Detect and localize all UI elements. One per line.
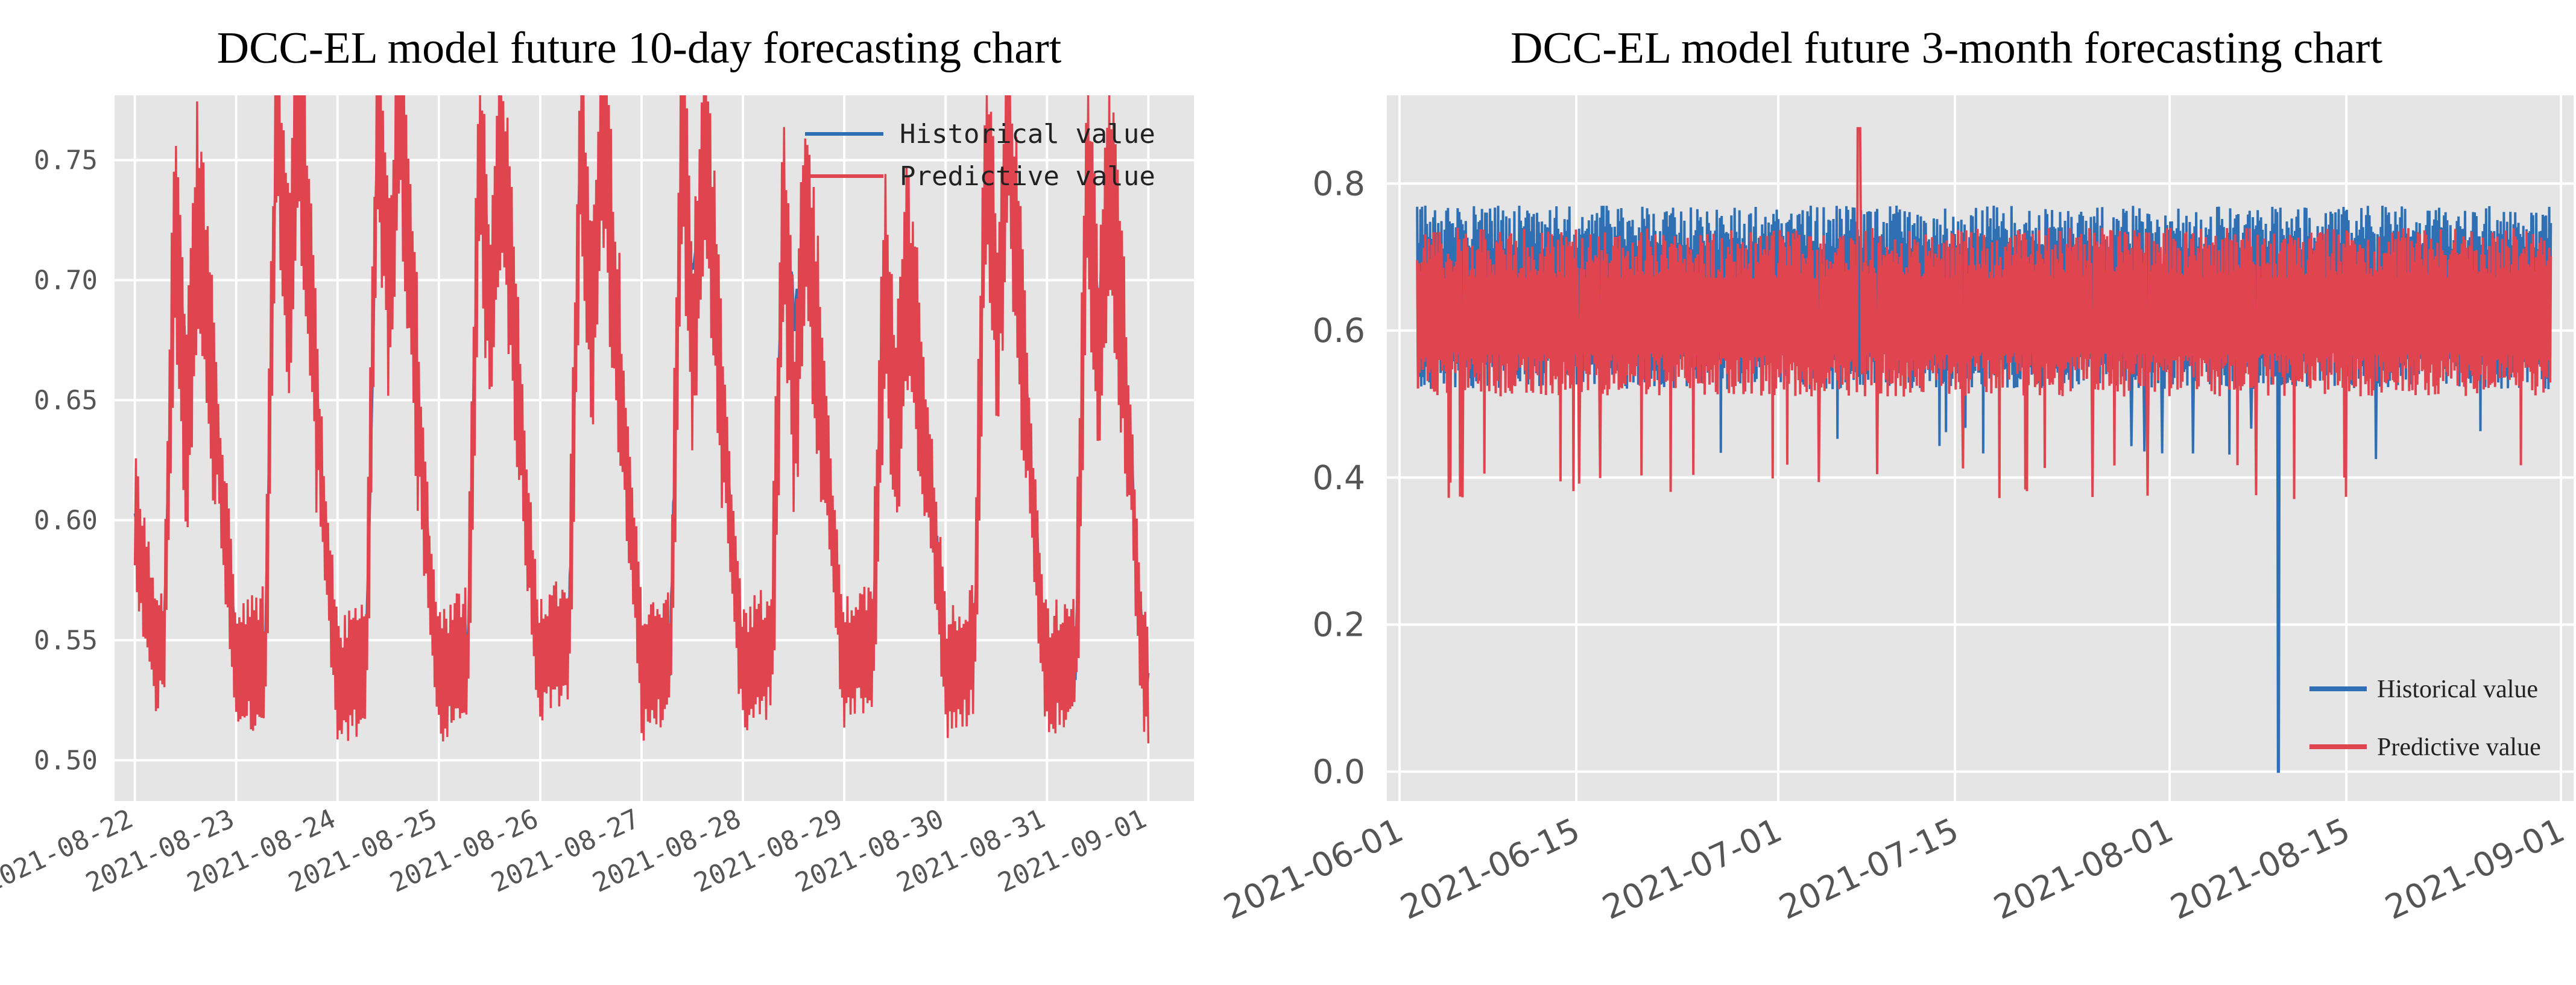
y-tick-label: 0.70 (34, 265, 98, 296)
chart-title: DCC-EL model future 10-day forecasting c… (217, 24, 1062, 73)
predictive-series (133, 95, 1150, 744)
legend-historical-label: Historical value (2377, 676, 2538, 703)
predictive-line (133, 95, 1150, 744)
predictive-series (1416, 127, 2552, 499)
chart-3-month: DCC-EL model future 3-month forecasting … (1218, 24, 2574, 927)
predictive-line (1416, 127, 2552, 499)
x-tick-label: 2021-07-15 (1773, 811, 1965, 927)
y-tick-label: 0.4 (1313, 458, 1365, 497)
y-tick-label: 0.6 (1313, 311, 1365, 350)
legend: Historical value Predictive value (805, 119, 1155, 192)
x-tick-label: 2021-08-01 (1988, 811, 2179, 927)
y-tick-label: 0.60 (34, 505, 98, 536)
y-tick-label: 0.2 (1313, 606, 1365, 644)
grid (1387, 95, 2574, 801)
x-tick-label: 2021-08-15 (2165, 811, 2356, 927)
y-tick-label: 0.50 (34, 745, 98, 776)
y-tick-label: 0.65 (34, 385, 98, 416)
chart-10-day: DCC-EL model future 10-day forecasting c… (0, 24, 1194, 899)
y-tick-label: 0.0 (1313, 752, 1365, 791)
x-axis-ticks: 2021-08-222021-08-232021-08-242021-08-25… (0, 803, 1151, 899)
x-tick-label: 2021-06-15 (1395, 811, 1586, 927)
y-axis-ticks: 0.0 0.2 0.4 0.6 0.8 (1313, 164, 1365, 791)
y-axis-ticks: 0.50 0.55 0.60 0.65 0.70 0.75 (34, 145, 98, 776)
legend: Historical value Predictive value (2309, 676, 2541, 761)
legend-predictive-label: Predictive value (2377, 733, 2541, 761)
y-tick-label: 0.75 (34, 145, 98, 176)
x-tick-label: 2021-09-01 (2379, 811, 2571, 927)
legend-historical-label: Historical value (900, 119, 1155, 150)
x-tick-label: 2021-06-01 (1218, 811, 1409, 927)
x-tick-label: 2021-07-01 (1597, 811, 1788, 927)
chart-title: DCC-EL model future 3-month forecasting … (1511, 24, 2382, 73)
y-tick-label: 0.55 (34, 625, 98, 656)
legend-predictive-label: Predictive value (900, 161, 1155, 192)
y-tick-label: 0.8 (1313, 164, 1365, 203)
